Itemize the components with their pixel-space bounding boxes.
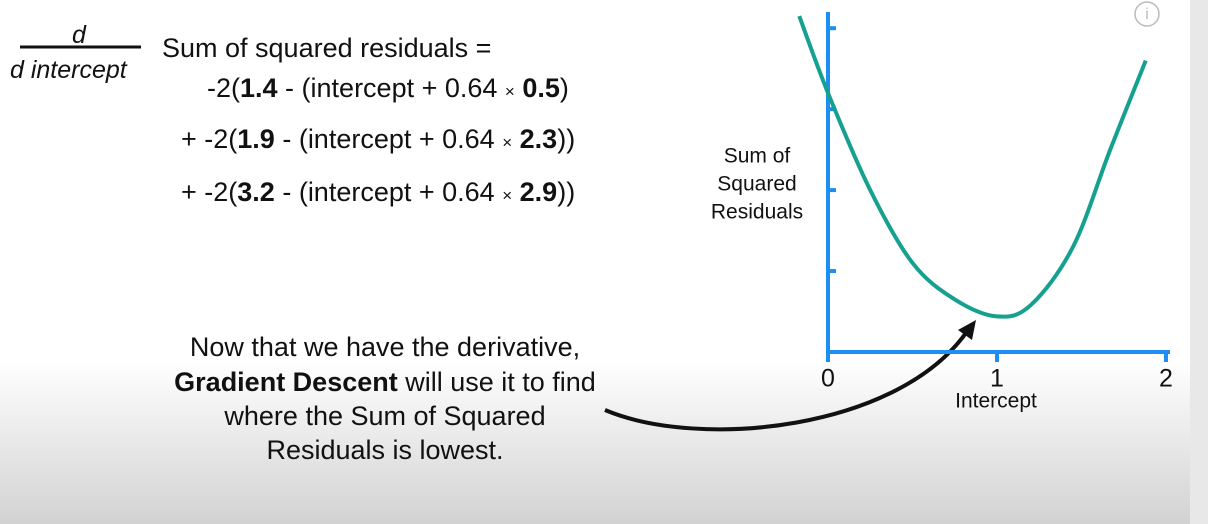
equation-part: × xyxy=(504,82,515,101)
equation-term: + -2(3.2 - (intercept + 0.64 × 2.9)) xyxy=(181,177,575,211)
equation-part: × xyxy=(502,186,513,205)
y-axis-label: Residuals xyxy=(711,201,803,224)
arrow-head xyxy=(958,320,976,340)
annotation-line: Gradient Descent will use it to find xyxy=(174,367,596,397)
y-axis-label: Squared xyxy=(717,173,796,196)
equation-part: + -2( xyxy=(181,177,238,207)
y-axis-label: Sum of xyxy=(724,145,791,168)
equation-part: - (intercept + 0.64 xyxy=(274,177,503,207)
equation-part: 1.9 xyxy=(237,124,275,154)
annotation-part: Now that we have the derivative, xyxy=(189,332,581,362)
denominator: d intercept xyxy=(10,56,127,84)
side-strip xyxy=(1190,0,1208,524)
equation-part: )) xyxy=(557,177,576,207)
equation-term: + -2(1.9 - (intercept + 0.64 × 2.3)) xyxy=(181,124,575,158)
equation-term: -2(1.4 - (intercept + 0.64 × 0.5) xyxy=(207,73,569,107)
equation-part: - (intercept + 0.64 xyxy=(277,73,505,103)
equation-part: - (intercept + 0.64 xyxy=(274,124,503,154)
annotation-part: Residuals is lowest. xyxy=(266,435,504,465)
x-tick-label: 0 xyxy=(821,365,835,393)
equation-part: ) xyxy=(559,73,569,103)
arrow xyxy=(604,328,970,432)
equation-part: 3.2 xyxy=(237,177,275,207)
equation-part: × xyxy=(502,133,513,152)
equation-part: 2.3 xyxy=(519,124,558,154)
x-tick-label: 1 xyxy=(990,365,1004,393)
info-icon[interactable] xyxy=(1134,1,1160,27)
equation-part: -2( xyxy=(207,73,240,103)
info-icon-glyph: i xyxy=(1145,6,1149,23)
equation-part: )) xyxy=(557,124,576,154)
equation-part xyxy=(512,177,520,207)
equation-part: + -2( xyxy=(181,124,238,154)
lhs: Sum of squared residuals = xyxy=(162,33,492,63)
x-axis-label: Intercept xyxy=(955,390,1037,413)
x-tick-label: 2 xyxy=(1159,365,1173,393)
curve xyxy=(797,15,1148,319)
annotation-line: where the Sum of Squared xyxy=(224,401,545,431)
annotation-part: Gradient Descent xyxy=(174,367,398,397)
annotation-line: Residuals is lowest. xyxy=(266,435,503,465)
equation-part xyxy=(512,124,520,154)
numerator: d xyxy=(72,21,86,49)
annotation-part: will use it to find xyxy=(397,367,596,397)
annotation-line: Now that we have the derivative, xyxy=(190,332,580,362)
equation-part: 1.4 xyxy=(240,73,278,103)
annotation-part: where the Sum of Squared xyxy=(224,401,546,431)
equation-part: 0.5 xyxy=(522,73,560,103)
equation-part: 2.9 xyxy=(519,177,558,207)
